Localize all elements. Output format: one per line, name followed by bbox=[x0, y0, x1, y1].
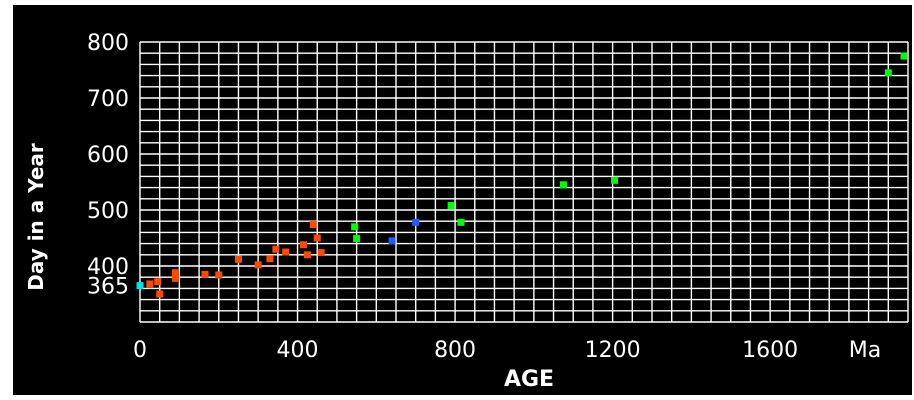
horizontal-gridlines bbox=[140, 41, 908, 323]
data-point bbox=[156, 290, 164, 298]
y-tick-label: 365 bbox=[87, 275, 129, 300]
x-axis-label: AGE bbox=[504, 367, 554, 392]
data-point bbox=[254, 261, 262, 269]
data-point bbox=[447, 202, 455, 210]
data-point bbox=[559, 181, 567, 189]
x-tick-label: 400 bbox=[277, 338, 319, 363]
data-point bbox=[611, 176, 619, 184]
data-point bbox=[146, 280, 154, 288]
y-tick-label: 800 bbox=[87, 31, 129, 56]
data-point bbox=[351, 223, 359, 231]
data-points bbox=[136, 52, 908, 298]
y-tick-label: 400 bbox=[87, 255, 129, 280]
data-point bbox=[299, 241, 307, 249]
data-point bbox=[282, 248, 290, 256]
vertical-gridlines bbox=[139, 42, 909, 322]
data-point bbox=[154, 278, 162, 286]
data-point bbox=[313, 234, 321, 242]
y-axis-label: Day in a Year bbox=[24, 143, 48, 291]
data-point bbox=[412, 218, 420, 226]
data-point bbox=[171, 274, 179, 282]
data-point bbox=[215, 271, 223, 279]
data-point bbox=[884, 69, 892, 77]
data-point bbox=[266, 255, 274, 263]
data-point bbox=[457, 218, 465, 226]
y-tick-label: 700 bbox=[87, 87, 129, 112]
data-point bbox=[201, 270, 209, 278]
x-tick-label: 1200 bbox=[585, 338, 641, 363]
x-tick-label: 0 bbox=[133, 338, 147, 363]
chart-frame: 365 400 500 600 700 800 0 400 800 1200 1600 Ma AG… bbox=[13, 5, 912, 395]
x-tick-labels: 0 400 800 1200 1600 bbox=[133, 338, 798, 363]
data-point bbox=[171, 269, 179, 277]
data-point bbox=[272, 245, 280, 253]
data-point bbox=[317, 249, 325, 257]
x-tick-label: 1600 bbox=[742, 338, 798, 363]
data-point bbox=[353, 235, 361, 243]
data-point bbox=[388, 237, 396, 245]
data-point bbox=[309, 221, 317, 229]
y-tick-label: 500 bbox=[87, 199, 129, 224]
y-tick-label: 600 bbox=[87, 143, 129, 168]
x-tick-label: 800 bbox=[434, 338, 476, 363]
data-point bbox=[234, 255, 242, 263]
data-point bbox=[303, 251, 311, 259]
data-point bbox=[136, 282, 144, 290]
data-point bbox=[900, 52, 908, 60]
x-unit-label: Ma bbox=[849, 338, 881, 363]
